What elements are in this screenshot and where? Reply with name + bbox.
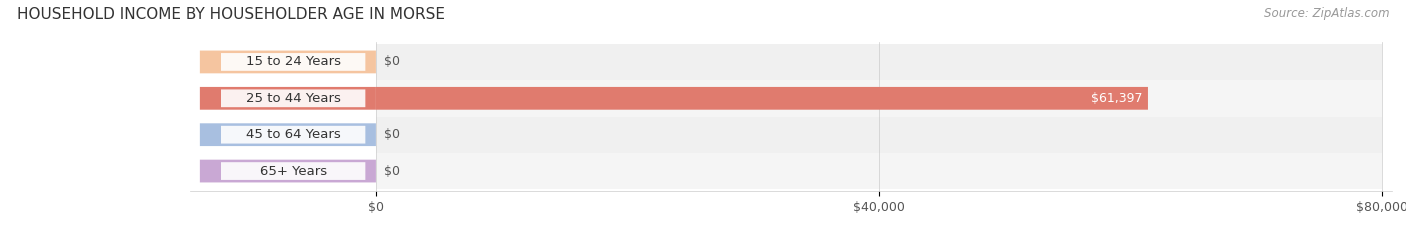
FancyBboxPatch shape [221,162,366,180]
Text: 15 to 24 Years: 15 to 24 Years [246,55,340,69]
FancyBboxPatch shape [200,123,375,146]
FancyBboxPatch shape [375,153,1382,189]
Text: $61,397: $61,397 [1091,92,1143,105]
Text: Source: ZipAtlas.com: Source: ZipAtlas.com [1264,7,1389,20]
FancyBboxPatch shape [200,87,375,110]
FancyBboxPatch shape [375,87,1147,110]
FancyBboxPatch shape [375,80,1382,116]
FancyBboxPatch shape [221,126,366,144]
Text: $0: $0 [384,55,399,69]
FancyBboxPatch shape [200,51,375,73]
FancyBboxPatch shape [221,89,366,107]
FancyBboxPatch shape [375,116,1382,153]
FancyBboxPatch shape [375,44,1382,80]
Text: 25 to 44 Years: 25 to 44 Years [246,92,340,105]
FancyBboxPatch shape [200,160,375,182]
Text: 65+ Years: 65+ Years [260,164,326,178]
Text: $0: $0 [384,164,399,178]
Text: 45 to 64 Years: 45 to 64 Years [246,128,340,141]
FancyBboxPatch shape [221,53,366,71]
Text: $0: $0 [384,128,399,141]
Text: HOUSEHOLD INCOME BY HOUSEHOLDER AGE IN MORSE: HOUSEHOLD INCOME BY HOUSEHOLDER AGE IN M… [17,7,444,22]
